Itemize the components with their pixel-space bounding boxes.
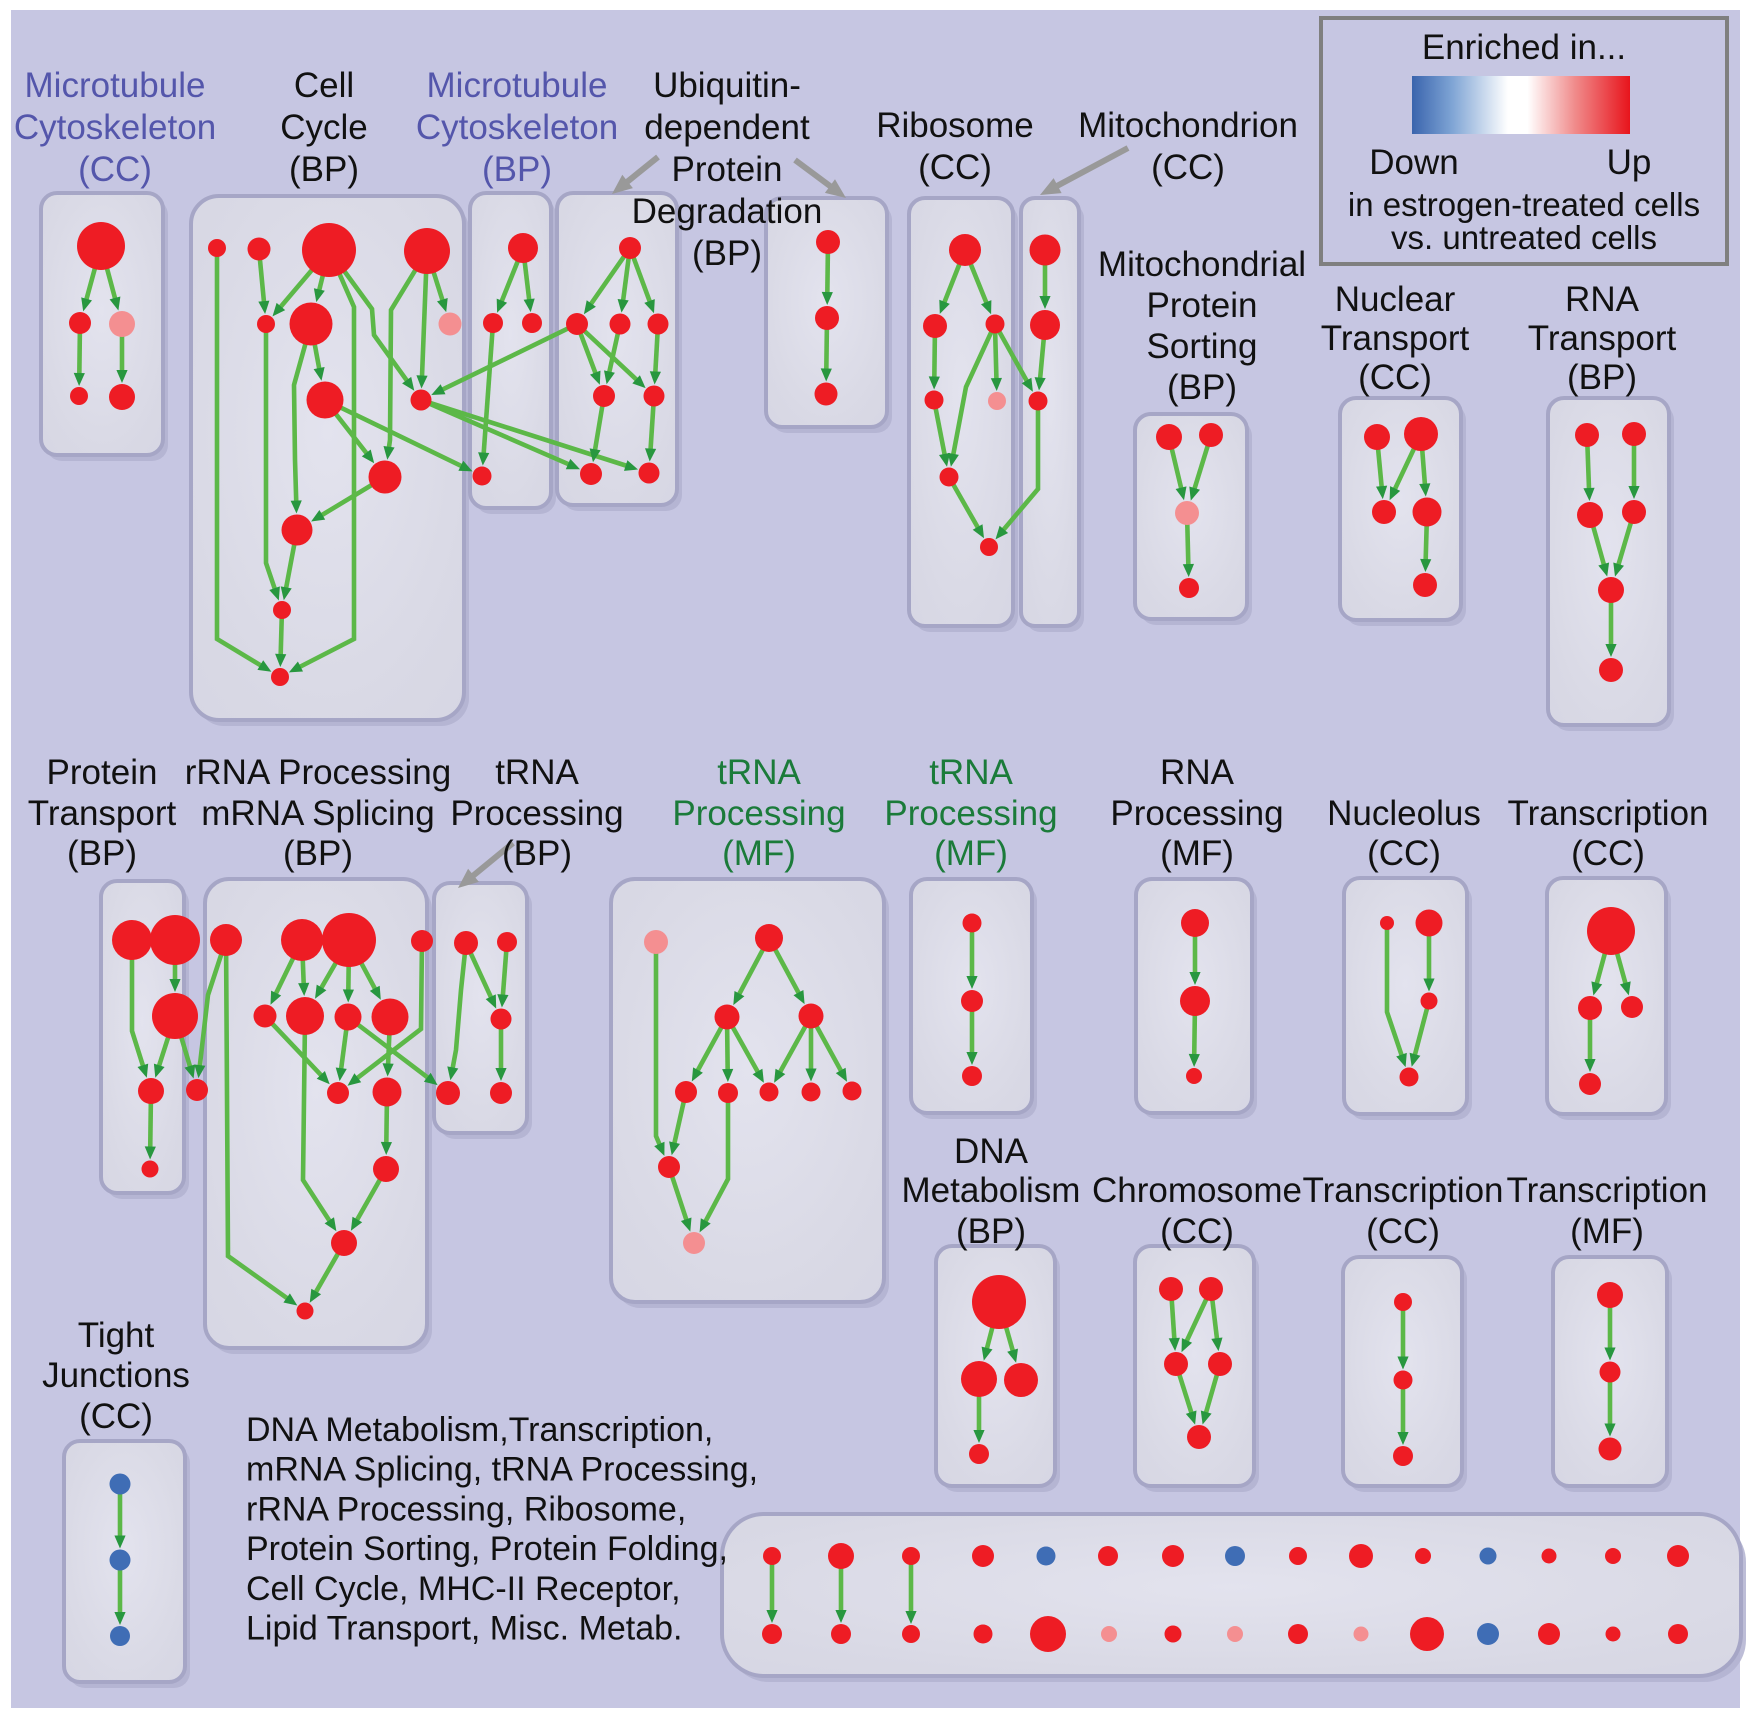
- svg-text:(BP): (BP): [956, 1212, 1026, 1251]
- svg-text:rRNA Processing, Ribosome,: rRNA Processing, Ribosome,: [246, 1490, 686, 1528]
- svg-text:(BP): (BP): [482, 150, 552, 189]
- svg-text:Cytoskeleton: Cytoskeleton: [416, 108, 618, 147]
- svg-text:Transcription: Transcription: [1507, 1171, 1708, 1210]
- svg-text:DNA Metabolism,Transcription,: DNA Metabolism,Transcription,: [246, 1411, 713, 1449]
- svg-text:(BP): (BP): [692, 234, 762, 273]
- svg-text:(CC): (CC): [79, 1397, 153, 1436]
- svg-text:Cell Cycle, MHC-II Receptor,: Cell Cycle, MHC-II Receptor,: [246, 1570, 681, 1608]
- svg-text:Lipid Transport, Misc. Metab.: Lipid Transport, Misc. Metab.: [246, 1610, 683, 1648]
- svg-text:Transport: Transport: [1528, 319, 1677, 358]
- svg-text:Protein: Protein: [47, 753, 158, 792]
- svg-text:rRNA Processing: rRNA Processing: [185, 753, 451, 792]
- svg-text:(MF): (MF): [934, 834, 1008, 873]
- svg-text:DNA: DNA: [954, 1132, 1029, 1171]
- svg-text:Transport: Transport: [1321, 319, 1470, 358]
- svg-text:Cytoskeleton: Cytoskeleton: [14, 108, 216, 147]
- svg-text:vs. untreated cells: vs. untreated cells: [1391, 219, 1657, 256]
- svg-text:(BP): (BP): [1167, 368, 1237, 407]
- svg-text:Metabolism: Metabolism: [902, 1171, 1081, 1210]
- svg-text:Cycle: Cycle: [280, 108, 368, 147]
- svg-text:(CC): (CC): [1366, 1212, 1440, 1251]
- svg-text:(CC): (CC): [1367, 834, 1441, 873]
- svg-text:mRNA Splicing: mRNA Splicing: [201, 794, 434, 833]
- svg-text:(MF): (MF): [1570, 1212, 1644, 1251]
- svg-text:dependent: dependent: [644, 108, 810, 147]
- svg-text:Processing: Processing: [672, 794, 845, 833]
- svg-text:(CC): (CC): [78, 150, 152, 189]
- svg-text:RNA: RNA: [1160, 753, 1235, 792]
- svg-text:Processing: Processing: [450, 794, 623, 833]
- svg-text:Cell: Cell: [294, 66, 354, 105]
- svg-text:Up: Up: [1607, 143, 1652, 182]
- svg-text:Nuclear: Nuclear: [1335, 280, 1456, 319]
- svg-text:Protein Sorting, Protein Foldi: Protein Sorting, Protein Folding,: [246, 1530, 728, 1568]
- svg-text:tRNA: tRNA: [929, 753, 1013, 792]
- svg-text:Mitochondrion: Mitochondrion: [1078, 106, 1298, 145]
- svg-text:Ubiquitin-: Ubiquitin-: [653, 66, 801, 105]
- svg-text:Transcription: Transcription: [1303, 1171, 1504, 1210]
- svg-text:Transport: Transport: [28, 794, 177, 833]
- svg-text:(CC): (CC): [918, 148, 992, 187]
- svg-text:RNA: RNA: [1565, 280, 1640, 319]
- svg-text:tRNA: tRNA: [717, 753, 801, 792]
- svg-text:(MF): (MF): [722, 834, 796, 873]
- svg-text:(CC): (CC): [1571, 834, 1645, 873]
- svg-text:Protein: Protein: [1147, 286, 1258, 325]
- svg-text:(CC): (CC): [1160, 1212, 1234, 1251]
- svg-text:(BP): (BP): [67, 834, 137, 873]
- svg-text:Enriched in...: Enriched in...: [1422, 28, 1626, 67]
- svg-text:Junctions: Junctions: [42, 1356, 190, 1395]
- svg-text:Down: Down: [1369, 143, 1458, 182]
- svg-text:(BP): (BP): [502, 834, 572, 873]
- svg-text:Nucleolus: Nucleolus: [1327, 794, 1481, 833]
- svg-text:Mitochondrial: Mitochondrial: [1098, 245, 1306, 284]
- svg-text:(BP): (BP): [1567, 358, 1637, 397]
- svg-text:tRNA: tRNA: [495, 753, 579, 792]
- svg-text:mRNA Splicing, tRNA Processing: mRNA Splicing, tRNA Processing,: [246, 1451, 758, 1489]
- svg-text:Degradation: Degradation: [632, 192, 823, 231]
- svg-text:Tight: Tight: [78, 1316, 155, 1355]
- svg-text:Protein: Protein: [672, 150, 783, 189]
- svg-text:(BP): (BP): [289, 150, 359, 189]
- svg-text:(BP): (BP): [283, 834, 353, 873]
- svg-text:Sorting: Sorting: [1147, 327, 1258, 366]
- svg-text:Microtubule: Microtubule: [25, 66, 206, 105]
- svg-text:(CC): (CC): [1151, 148, 1225, 187]
- svg-text:Transcription: Transcription: [1508, 794, 1709, 833]
- svg-text:in estrogen-treated cells: in estrogen-treated cells: [1348, 186, 1700, 223]
- svg-text:Processing: Processing: [1110, 794, 1283, 833]
- svg-text:(MF): (MF): [1160, 834, 1234, 873]
- svg-text:Microtubule: Microtubule: [427, 66, 608, 105]
- svg-text:Chromosome: Chromosome: [1092, 1171, 1302, 1210]
- svg-text:Ribosome: Ribosome: [876, 106, 1034, 145]
- svg-text:Processing: Processing: [884, 794, 1057, 833]
- svg-text:(CC): (CC): [1358, 358, 1432, 397]
